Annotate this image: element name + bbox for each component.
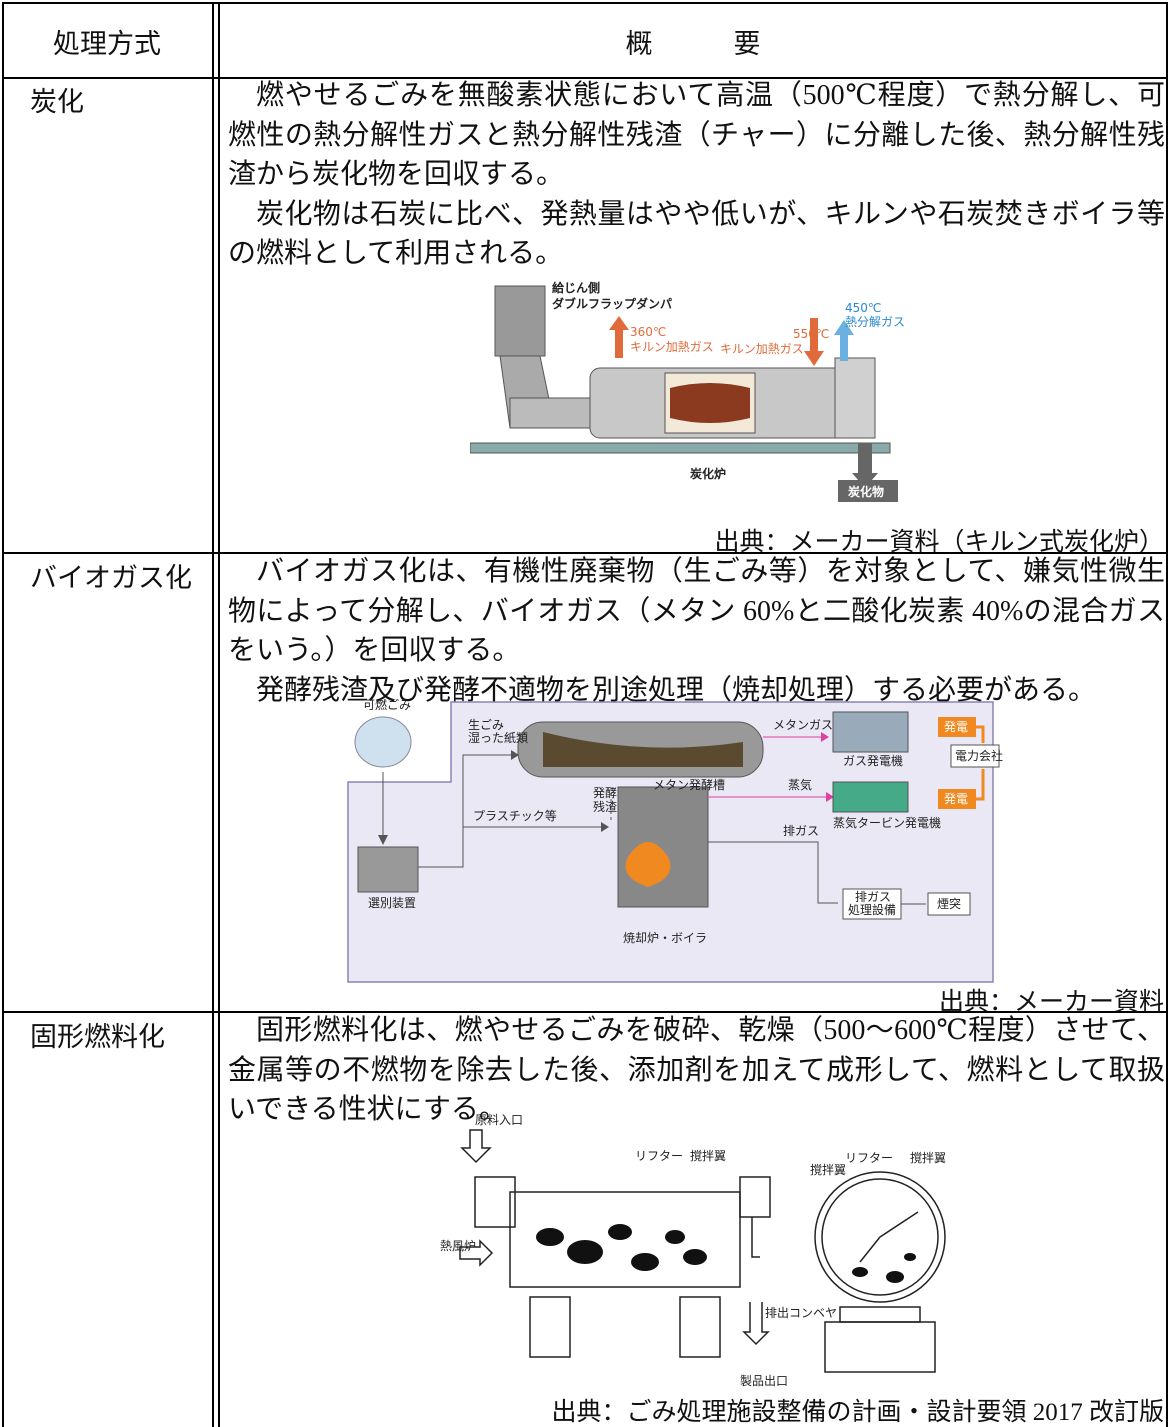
figure-label: 蒸気	[788, 777, 812, 792]
method: バイオガス化	[30, 563, 192, 593]
border	[2, 77, 1168, 79]
description: 燃やせるごみを無酸素状態において高温（500℃程度）で熱分解し、可燃性の熱分解性…	[228, 76, 1165, 274]
source: 出典：メーカー資料（キルン式炭化炉）	[714, 529, 1164, 556]
border	[2, 2, 4, 1427]
figure-label: 排ガス	[783, 824, 819, 838]
figure-label: 炭化炉	[690, 466, 726, 481]
figure-label: 煙突	[937, 896, 961, 911]
figure-label: 発電	[944, 720, 968, 734]
figure-label: ダブルフラップダンパ	[552, 296, 672, 311]
figure-label: 選別装置	[368, 896, 416, 910]
figure: 可燃ごみ 生ごみ 湿った紙類 メタンガス メタン発酵槽 ガス発電機 発電 電力会…	[347, 697, 1003, 983]
border	[2, 552, 1168, 554]
figure-label: 発電	[944, 792, 968, 806]
figure-label: 湿った紙類	[468, 730, 528, 745]
figure-label: プラスチック等	[473, 809, 557, 823]
figure-label: キルン加熱ガス	[630, 340, 714, 354]
figure-label: 360℃	[630, 325, 666, 339]
header-cell: 概 要	[625, 29, 761, 59]
border	[2, 2, 1168, 4]
figure-label: メタン発酵槽	[653, 778, 725, 792]
figure-label: 残渣	[593, 800, 617, 814]
source: 出典：ごみ処理施設整備の計画・設計要領 2017 改訂版	[551, 1399, 1164, 1426]
figure-label: 可燃ごみ	[363, 697, 411, 712]
paragraph: バイオガス化は、有機性廃棄物（生ごみ等）を対象として、嫌気性微生物によって分解し…	[228, 556, 1165, 666]
figure-label: 排ガス	[855, 890, 891, 904]
header-cell: 処理方式	[53, 29, 161, 59]
figure-label: 電力会社	[955, 748, 1003, 763]
figure-label: 撹拌翼	[810, 1162, 846, 1177]
figure-label: 撹拌翼	[910, 1150, 946, 1165]
figure-label: 蒸気タービン発電機	[833, 815, 941, 830]
border	[212, 2, 214, 1427]
figure-label: 熱風炉	[440, 1239, 476, 1253]
description: バイオガス化は、有機性廃棄物（生ごみ等）を対象として、嫌気性微生物によって分解し…	[228, 552, 1165, 710]
figure-label: キルン加熱ガス	[720, 342, 804, 356]
figure-label: 熱分解ガス	[845, 315, 905, 329]
figure: 給じん側 ダブルフラップダンパ 360℃ キルン加熱ガス 550℃ キルン加熱ガ…	[470, 280, 905, 502]
paragraph: 燃やせるごみを無酸素状態において高温（500℃程度）で熱分解し、可燃性の熱分解性…	[228, 80, 1165, 190]
figure-label: 原料入口	[475, 1113, 523, 1127]
source: 出典：メーカー資料	[938, 989, 1164, 1016]
figure-label: 製品出口	[740, 1374, 788, 1388]
figure-label: 焼却炉・ボイラ	[623, 931, 707, 945]
method: 固形燃料化	[30, 1022, 165, 1052]
figure-label: メタンガス	[773, 718, 833, 732]
description: 固形燃料化は、燃やせるごみを破砕、乾燥（500～600℃程度）させて、金属等の不…	[228, 1011, 1165, 1130]
method: 炭化	[30, 87, 84, 117]
figure-label: ガス発電機	[843, 753, 903, 768]
paragraph: 固形燃料化は、燃やせるごみを破砕、乾燥（500～600℃程度）させて、金属等の不…	[228, 1015, 1165, 1125]
figure-label: リフター	[635, 1149, 683, 1163]
border	[218, 2, 220, 1427]
border	[2, 1011, 1168, 1013]
figure-label: 撹拌翼	[690, 1148, 726, 1163]
figure-label: 排出コンベヤ	[765, 1306, 837, 1320]
figure-label: 発酵	[593, 786, 617, 800]
figure-label: リフター	[845, 1151, 893, 1165]
figure-label: 生ごみ	[468, 717, 504, 732]
figure-label: 処理設備	[848, 902, 896, 917]
paragraph: 発酵残渣及び発酵不適物を別途処理（焼却処理）する必要がある。	[256, 674, 1097, 706]
figure: 原料入口 リフター 撹拌翼 熱風炉 排出コンベヤ 製品出口 撹拌翼 リフター 撹…	[440, 1113, 946, 1388]
paragraph: 炭化物は石炭に比べ、発熱量はやや低いが、キルンや石炭焚きボイラ等の燃料として利用…	[228, 198, 1165, 270]
border	[1166, 2, 1168, 1427]
figure-label: 550℃	[793, 327, 829, 341]
figure-label: 給じん側	[552, 280, 600, 295]
figure-label: 450℃	[845, 301, 881, 315]
figure-label: 炭化物	[848, 484, 884, 499]
